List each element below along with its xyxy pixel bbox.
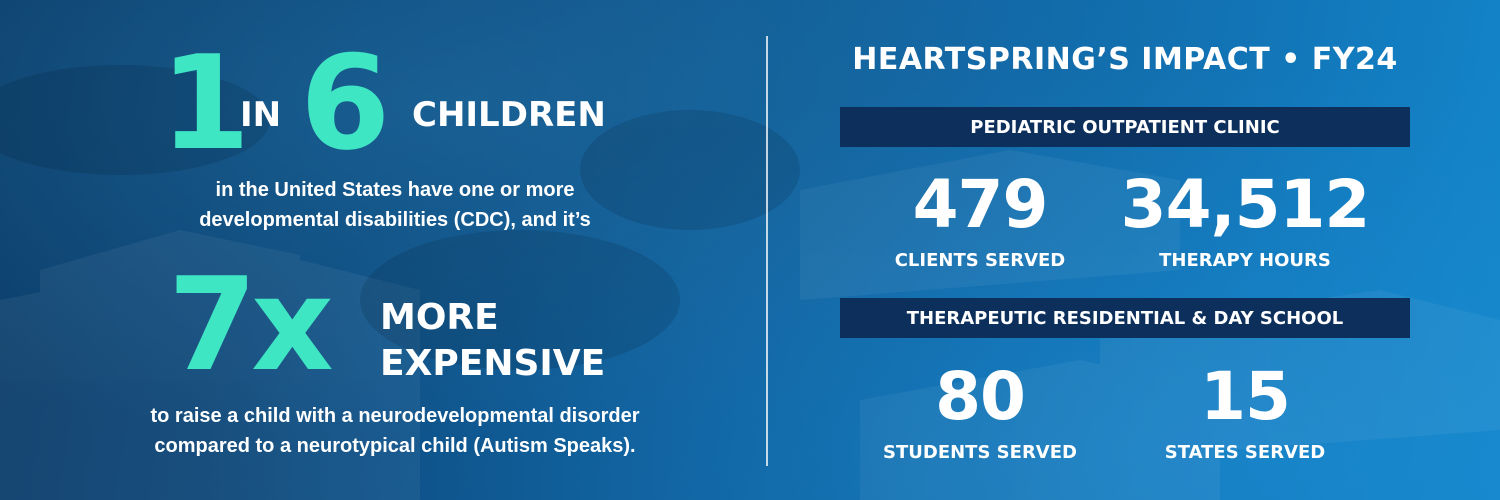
stat-value: 80 xyxy=(935,358,1026,435)
stat-one-number: 1 xyxy=(160,27,250,179)
cdc-statement-line2: developmental disabilities (CDC), and it… xyxy=(199,209,591,231)
stat-students-served: 80 STUDENTS SERVED xyxy=(870,358,1090,464)
stat-in-word: IN xyxy=(240,95,282,135)
stat-expensive-word: EXPENSIVE xyxy=(380,343,606,384)
stat-children-word: CHILDREN xyxy=(412,95,606,135)
vertical-divider xyxy=(766,36,768,466)
stat-value: 34,512 xyxy=(1120,166,1371,243)
stat-six-number: 6 xyxy=(300,27,390,179)
section-heading-clinic: PEDIATRIC OUTPATIENT CLINIC xyxy=(840,107,1410,147)
impact-title: HEARTSPRING’S IMPACT • FY24 xyxy=(852,42,1398,77)
stat-7x-number: 7x xyxy=(168,251,334,400)
autism-speaks-line2: compared to a neurotypical child (Autism… xyxy=(154,435,636,457)
stat-label: THERAPY HOURS xyxy=(1159,250,1331,271)
stat-value: 479 xyxy=(912,166,1049,243)
section-heading-school: THERAPEUTIC RESIDENTIAL & DAY SCHOOL xyxy=(840,298,1410,338)
stat-clients-served: 479 CLIENTS SERVED xyxy=(880,166,1080,272)
stat-label: STUDENTS SERVED xyxy=(883,442,1077,463)
autism-speaks-line1: to raise a child with a neurodevelopment… xyxy=(150,405,640,427)
stat-states-served: 15 STATES SERVED xyxy=(1140,358,1350,464)
stat-value: 15 xyxy=(1200,358,1291,435)
cdc-statement-line1: in the United States have one or more xyxy=(215,179,575,201)
stat-label: STATES SERVED xyxy=(1164,442,1326,463)
stat-more-word: MORE xyxy=(380,297,499,338)
stat-therapy-hours: 34,512 THERAPY HOURS xyxy=(1100,166,1390,272)
stat-label: CLIENTS SERVED xyxy=(894,250,1066,271)
